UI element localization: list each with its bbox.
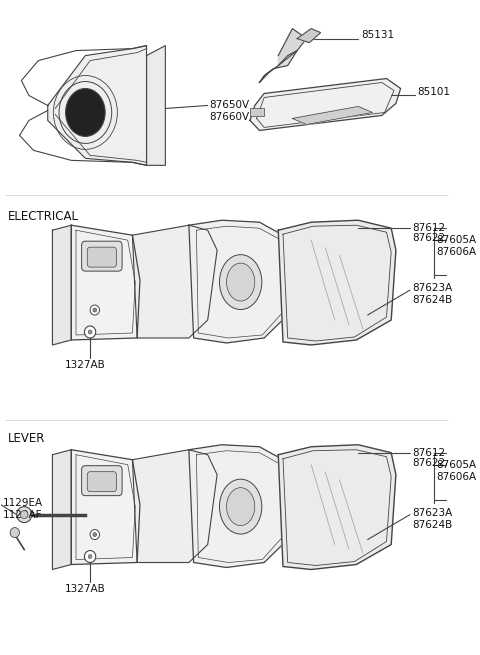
FancyBboxPatch shape	[87, 247, 117, 267]
Polygon shape	[278, 445, 396, 569]
Text: 1327AB: 1327AB	[65, 360, 106, 370]
Polygon shape	[189, 445, 292, 567]
Polygon shape	[52, 450, 71, 569]
Text: 85101: 85101	[418, 86, 451, 96]
Text: 87605A: 87605A	[436, 460, 477, 470]
Text: ELECTRICAL: ELECTRICAL	[8, 210, 79, 223]
Text: 87606A: 87606A	[436, 472, 477, 481]
Circle shape	[88, 555, 92, 559]
Polygon shape	[250, 79, 401, 130]
Circle shape	[84, 550, 96, 563]
Text: 87650V: 87650V	[210, 100, 250, 111]
Circle shape	[84, 326, 96, 338]
Text: 87622: 87622	[412, 233, 445, 243]
Polygon shape	[189, 220, 292, 343]
Text: 1129AF: 1129AF	[2, 510, 42, 519]
Circle shape	[90, 305, 99, 315]
Text: 87612: 87612	[412, 448, 445, 458]
Polygon shape	[71, 450, 140, 565]
Polygon shape	[297, 29, 321, 43]
Text: 87606A: 87606A	[436, 247, 477, 257]
Ellipse shape	[219, 479, 262, 534]
Text: 87623A: 87623A	[412, 283, 452, 293]
Polygon shape	[71, 225, 140, 340]
Polygon shape	[132, 450, 217, 563]
Bar	[250, 109, 264, 117]
Text: 87624B: 87624B	[412, 295, 452, 305]
Polygon shape	[52, 225, 71, 345]
FancyBboxPatch shape	[82, 241, 122, 271]
Circle shape	[17, 506, 32, 523]
FancyBboxPatch shape	[82, 466, 122, 496]
Text: LEVER: LEVER	[8, 432, 46, 445]
Circle shape	[93, 533, 96, 536]
Text: 87612: 87612	[412, 223, 445, 233]
Ellipse shape	[219, 255, 262, 310]
Circle shape	[21, 511, 28, 519]
Polygon shape	[132, 225, 217, 338]
Polygon shape	[278, 29, 307, 66]
Text: 87660V: 87660V	[210, 113, 250, 122]
Text: 1327AB: 1327AB	[65, 584, 106, 595]
Text: 87622: 87622	[412, 458, 445, 468]
Text: 87623A: 87623A	[412, 508, 452, 517]
Text: 87605A: 87605A	[436, 235, 477, 245]
Ellipse shape	[227, 263, 255, 301]
Ellipse shape	[227, 488, 255, 525]
FancyBboxPatch shape	[87, 472, 117, 492]
Polygon shape	[146, 46, 166, 165]
Polygon shape	[260, 50, 297, 83]
Polygon shape	[292, 107, 372, 124]
Circle shape	[90, 530, 99, 540]
Polygon shape	[48, 46, 146, 165]
Circle shape	[88, 330, 92, 334]
Text: 1129EA: 1129EA	[2, 498, 43, 508]
Ellipse shape	[66, 88, 105, 136]
Text: 87624B: 87624B	[412, 519, 452, 530]
Circle shape	[10, 527, 20, 538]
Circle shape	[93, 308, 96, 312]
Polygon shape	[278, 220, 396, 345]
Text: 85131: 85131	[361, 29, 394, 39]
